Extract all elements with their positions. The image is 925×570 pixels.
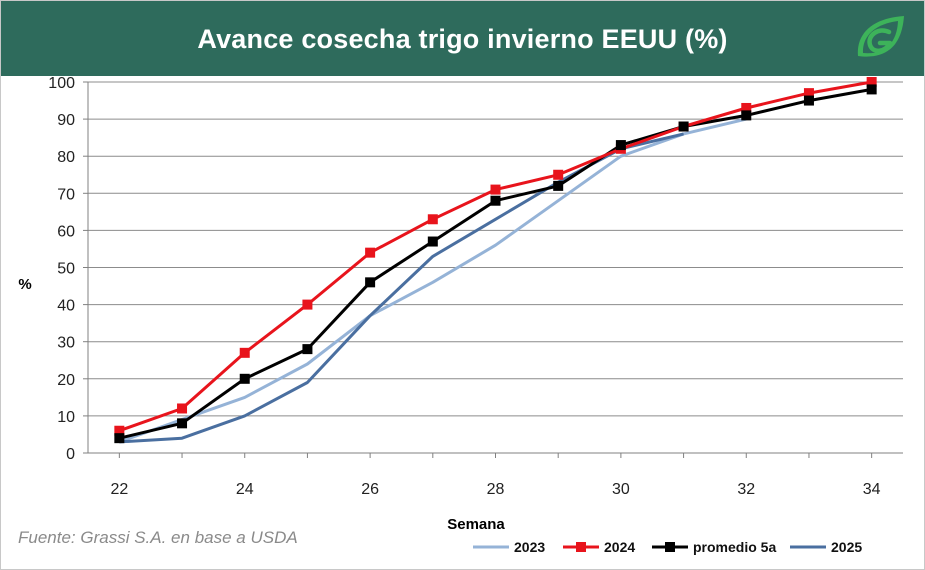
legend-label: 2025 [831,539,862,555]
y-tick-label: 90 [57,112,75,129]
data-point-promedio-5a [553,180,564,191]
data-point-2024 [866,77,877,87]
chart-title: Avance cosecha trigo invierno EEUU (%) [197,24,728,54]
series-line-promedio-5a [118,87,872,440]
x-axis-title: Semana [447,516,505,533]
grassi-leaf-logo-icon [857,16,904,57]
y-tick-label: 50 [57,261,75,278]
data-point-promedio-5a [365,277,376,288]
y-axis-title: % [18,276,31,293]
data-point-promedio-5a [741,110,752,121]
y-tick-label: 100 [48,75,75,92]
data-point-2024 [302,299,313,310]
source-note: Fuente: Grassi S.A. en base a USDA [18,528,298,547]
y-tick-label: 80 [57,149,75,166]
data-point-promedio-5a [615,140,626,151]
data-point-2024 [365,247,376,258]
y-tick-label: 40 [57,298,75,315]
series-line-2023 [118,117,747,444]
data-point-promedio-5a [177,418,188,429]
data-point-2024 [427,214,438,225]
y-tick-label: 30 [57,335,75,352]
data-point-promedio-5a [803,95,814,106]
x-tick-label: 34 [863,481,881,498]
data-point-promedio-5a [302,344,313,355]
data-point-2024 [177,403,188,414]
data-point-promedio-5a [678,121,689,132]
x-tick-label: 24 [236,481,254,498]
data-point-2024 [114,425,125,436]
y-tick-label: 10 [57,409,75,426]
legend-marker [665,542,675,552]
x-tick-label: 30 [612,481,630,498]
x-tick-label: 26 [361,481,379,498]
y-tick-label: 70 [57,186,75,203]
data-point-2024 [553,169,564,180]
legend-label: promedio 5a [693,539,776,555]
x-tick-label: 28 [487,481,505,498]
data-point-2024 [490,184,501,195]
data-point-promedio-5a [114,433,125,444]
data-point-2024 [741,102,752,113]
data-point-2024 [803,88,814,99]
data-point-2024 [239,347,250,358]
legend-marker [576,542,586,552]
y-tick-label: 20 [57,372,75,389]
y-tick-label: 60 [57,223,75,240]
legend-label: 2024 [604,539,635,555]
series-line-2025 [119,132,684,444]
title-banner [1,1,924,76]
data-point-promedio-5a [239,373,250,384]
data-point-promedio-5a [866,84,877,95]
data-point-promedio-5a [490,195,501,206]
legend-label: 2023 [514,539,545,555]
data-point-promedio-5a [427,236,438,247]
y-tick-label: 0 [66,446,75,463]
x-tick-label: 22 [110,481,128,498]
legend: 2023 2024 promedio 5a 2025 [473,539,862,555]
x-tick-label: 32 [737,481,755,498]
